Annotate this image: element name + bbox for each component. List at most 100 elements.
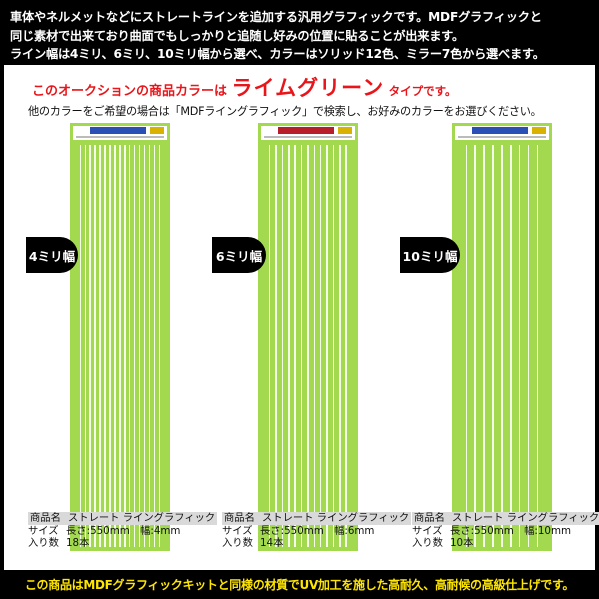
stripe-gap <box>465 145 467 547</box>
label-fine-print <box>264 136 352 138</box>
width-tag-4mm: 4ミリ幅 <box>26 237 78 273</box>
spec-value: 長さ:550mm 幅:6mm <box>260 524 375 537</box>
spec-key: サイズ <box>412 524 443 537</box>
stripe-gap <box>339 145 341 547</box>
color-name: ライムグリーン <box>231 76 385 100</box>
stripe-gap <box>109 145 111 547</box>
label-title-band <box>472 127 528 134</box>
description-line: ライン幅は4ミリ、6ミリ、10ミリ幅から選べ、カラーはソリッド12色、ミラー7色… <box>10 47 545 61</box>
spec-key: 入り数 <box>412 537 443 550</box>
stripe-line <box>95 145 100 547</box>
stripe-line <box>484 145 493 547</box>
stripe-line <box>150 145 154 547</box>
spec-4mm: 商品名 ストレート ライングラフィック サイズ 長さ:550mm 幅:4mm 入り数… <box>28 512 218 550</box>
stripe-line <box>283 145 289 547</box>
spec-key: 入り数 <box>222 537 253 550</box>
stripes <box>458 145 546 547</box>
stripe-line <box>315 145 320 547</box>
spec-key: 商品名 <box>30 512 61 524</box>
stripe-line <box>346 145 352 547</box>
stripe-line <box>308 145 314 547</box>
stripe-gap <box>129 145 131 547</box>
label-title-band <box>278 127 334 134</box>
stripe-gap <box>483 145 485 547</box>
stripe-line <box>458 145 466 547</box>
stripe-gap <box>492 145 494 547</box>
stripe-line <box>493 145 502 547</box>
spec-value: ストレート ライングラフィック <box>68 512 216 524</box>
label-badge <box>532 127 546 134</box>
stripe-line <box>270 145 276 547</box>
description-line: 同じ素材で出来ており曲面でもしっかりと追随し好みの位置に貼ることが出来ます。 <box>10 28 464 43</box>
stripe-gap <box>99 145 101 547</box>
stripe-line <box>289 145 295 547</box>
stripe-gap <box>313 145 315 547</box>
stripe-line <box>80 145 85 547</box>
stripe-gap <box>474 145 476 547</box>
label-badge <box>150 127 164 134</box>
stripe-gap <box>89 145 91 547</box>
brand-logo <box>263 127 277 134</box>
color-notice-suffix: タイプです。 <box>388 84 457 98</box>
stripe-gap <box>158 145 161 547</box>
stripe-line <box>502 145 511 547</box>
product-sheet-4mm <box>70 123 170 551</box>
stripe-gap <box>519 145 521 547</box>
spec-value: 長さ:550mm 幅:10mm <box>450 524 572 537</box>
stripe-line <box>327 145 333 547</box>
stripe-gap <box>536 145 539 547</box>
stripe-gap <box>510 145 512 547</box>
label-fine-print <box>458 136 546 138</box>
stripe-gap <box>288 145 290 547</box>
spec-value: ストレート ライングラフィック <box>452 512 599 524</box>
stripe-line <box>105 145 110 547</box>
product-label <box>73 126 167 140</box>
spec-10mm: 商品名 ストレート ライングラフィック サイズ 長さ:550mm 幅:10mm 入り… <box>412 512 599 550</box>
stripe-line <box>529 145 537 547</box>
stripe-line <box>334 145 340 547</box>
stripe-line <box>140 145 144 547</box>
stripe-gap <box>79 145 81 547</box>
spec-key: サイズ <box>222 524 253 537</box>
description-line: 車体やネルメットなどにストレートラインを追加する汎用グラフィックです。MDFグラ… <box>10 10 542 24</box>
stripe-line <box>520 145 528 547</box>
stripe-line <box>511 145 520 547</box>
stripe-gap <box>94 145 96 547</box>
spec-6mm: 商品名 ストレート ライングラフィック サイズ 長さ:550mm 幅:6mm 入り数… <box>222 512 412 550</box>
label-title-band <box>90 127 146 134</box>
stripe-line <box>264 145 269 547</box>
stripe-line <box>115 145 120 547</box>
stripe-gap <box>268 145 271 547</box>
stripe-gap <box>326 145 328 547</box>
label-fine-print <box>76 136 164 138</box>
stripe-line <box>276 145 282 547</box>
stripes <box>76 145 164 547</box>
brand-logo <box>457 127 471 134</box>
stripe-gap <box>527 145 530 547</box>
stripe-gap <box>114 145 116 547</box>
stripe-gap <box>319 145 322 547</box>
spec-value: 10本 <box>450 537 474 550</box>
color-notice: このオークションの商品カラーは ライムグリーン タイプです。 <box>32 72 456 102</box>
spec-key: 入り数 <box>28 537 59 550</box>
product-label <box>261 126 355 140</box>
stripe-gap <box>143 145 146 547</box>
stripe-line <box>130 145 135 547</box>
footer-note: この商品はMDFグラフィックキットと同様の材質でUV加工を施した高耐久、高耐候の… <box>24 578 575 592</box>
stripe-line <box>125 145 130 547</box>
stripe-gap <box>332 145 335 547</box>
label-badge <box>338 127 352 134</box>
spec-value: 18本 <box>66 537 90 550</box>
stripe-gap <box>148 145 151 547</box>
stripe-line <box>100 145 105 547</box>
stripe-gap <box>134 145 136 547</box>
width-tag-10mm: 10ミリ幅 <box>400 237 460 273</box>
stripe-line <box>160 145 164 547</box>
spec-value: ストレート ライングラフィック <box>262 512 410 524</box>
width-tag-6mm: 6ミリ幅 <box>212 237 266 273</box>
product-sheet-6mm <box>258 123 358 551</box>
stripe-gap <box>124 145 126 547</box>
spec-value: 14本 <box>260 537 284 550</box>
spec-key: サイズ <box>28 524 59 537</box>
stripe-line <box>85 145 90 547</box>
